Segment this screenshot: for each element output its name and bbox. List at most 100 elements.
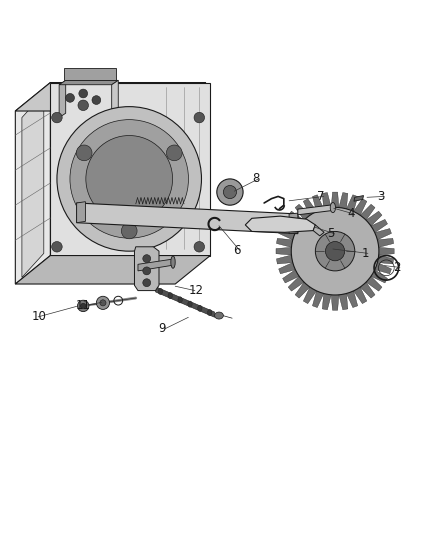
Circle shape bbox=[52, 112, 62, 123]
Polygon shape bbox=[15, 83, 50, 284]
Polygon shape bbox=[295, 282, 310, 298]
Ellipse shape bbox=[215, 312, 223, 319]
Ellipse shape bbox=[171, 256, 175, 268]
Polygon shape bbox=[366, 211, 382, 226]
Circle shape bbox=[217, 179, 243, 205]
Polygon shape bbox=[312, 291, 324, 308]
Polygon shape bbox=[15, 255, 210, 284]
Text: 8: 8 bbox=[252, 172, 259, 185]
Polygon shape bbox=[59, 80, 118, 85]
Circle shape bbox=[143, 267, 151, 275]
Polygon shape bbox=[276, 247, 291, 255]
Polygon shape bbox=[112, 80, 118, 118]
Circle shape bbox=[70, 119, 188, 238]
Circle shape bbox=[78, 100, 88, 110]
Polygon shape bbox=[331, 295, 339, 310]
Text: 10: 10 bbox=[32, 310, 46, 324]
Circle shape bbox=[96, 296, 110, 310]
Ellipse shape bbox=[198, 305, 202, 311]
Polygon shape bbox=[339, 192, 348, 209]
Polygon shape bbox=[360, 282, 375, 298]
Polygon shape bbox=[322, 192, 331, 209]
Polygon shape bbox=[289, 213, 298, 233]
Polygon shape bbox=[155, 287, 215, 317]
Ellipse shape bbox=[178, 297, 182, 303]
Circle shape bbox=[100, 300, 106, 306]
Polygon shape bbox=[375, 263, 392, 274]
Text: 3: 3 bbox=[378, 190, 385, 203]
Polygon shape bbox=[371, 220, 388, 233]
Text: 6: 6 bbox=[233, 244, 240, 257]
Polygon shape bbox=[371, 270, 388, 283]
Text: 7: 7 bbox=[317, 190, 325, 203]
Polygon shape bbox=[360, 204, 375, 220]
Polygon shape bbox=[245, 216, 315, 232]
Polygon shape bbox=[283, 220, 299, 233]
Text: 9: 9 bbox=[159, 322, 166, 335]
Polygon shape bbox=[276, 238, 293, 247]
Circle shape bbox=[143, 279, 151, 287]
Polygon shape bbox=[313, 225, 324, 236]
Polygon shape bbox=[134, 247, 159, 290]
Circle shape bbox=[143, 255, 151, 263]
Circle shape bbox=[223, 185, 237, 199]
Polygon shape bbox=[279, 229, 295, 240]
Circle shape bbox=[315, 231, 355, 271]
Polygon shape bbox=[378, 255, 394, 264]
Circle shape bbox=[52, 241, 62, 252]
Polygon shape bbox=[283, 270, 299, 283]
Circle shape bbox=[194, 112, 205, 123]
Polygon shape bbox=[378, 238, 394, 247]
Text: 2: 2 bbox=[393, 261, 401, 274]
Text: 4: 4 bbox=[347, 207, 355, 221]
Polygon shape bbox=[346, 195, 358, 212]
Polygon shape bbox=[331, 192, 339, 207]
Polygon shape bbox=[295, 204, 310, 220]
Ellipse shape bbox=[330, 203, 336, 213]
Circle shape bbox=[92, 96, 101, 104]
Circle shape bbox=[291, 207, 379, 295]
Text: 5: 5 bbox=[328, 227, 335, 240]
Ellipse shape bbox=[208, 310, 212, 316]
Ellipse shape bbox=[188, 301, 192, 307]
Polygon shape bbox=[298, 205, 333, 215]
Circle shape bbox=[81, 303, 86, 309]
Polygon shape bbox=[366, 276, 382, 291]
Polygon shape bbox=[375, 229, 392, 240]
Polygon shape bbox=[312, 195, 324, 212]
Polygon shape bbox=[303, 199, 317, 215]
Polygon shape bbox=[15, 83, 206, 111]
Circle shape bbox=[121, 223, 137, 239]
Circle shape bbox=[78, 300, 89, 312]
Polygon shape bbox=[288, 211, 304, 226]
Polygon shape bbox=[77, 203, 298, 233]
Polygon shape bbox=[346, 291, 358, 308]
Polygon shape bbox=[279, 263, 295, 274]
Circle shape bbox=[166, 145, 182, 161]
Circle shape bbox=[66, 93, 74, 102]
Polygon shape bbox=[138, 259, 173, 271]
Circle shape bbox=[86, 135, 173, 222]
Ellipse shape bbox=[168, 293, 173, 298]
Circle shape bbox=[57, 107, 201, 251]
Polygon shape bbox=[339, 294, 348, 310]
Ellipse shape bbox=[158, 288, 162, 294]
Polygon shape bbox=[77, 201, 85, 223]
Text: 11: 11 bbox=[75, 300, 90, 312]
Polygon shape bbox=[276, 255, 293, 264]
Circle shape bbox=[325, 241, 345, 261]
Polygon shape bbox=[379, 247, 394, 255]
Circle shape bbox=[76, 145, 92, 161]
Polygon shape bbox=[50, 83, 210, 255]
Polygon shape bbox=[59, 80, 66, 118]
Circle shape bbox=[194, 241, 205, 252]
Text: 1: 1 bbox=[361, 247, 369, 260]
Polygon shape bbox=[322, 294, 331, 310]
Polygon shape bbox=[354, 196, 364, 201]
Polygon shape bbox=[22, 93, 44, 278]
Polygon shape bbox=[353, 199, 367, 215]
Polygon shape bbox=[288, 276, 304, 291]
Circle shape bbox=[79, 89, 88, 98]
Text: 12: 12 bbox=[188, 284, 203, 297]
Polygon shape bbox=[303, 287, 317, 304]
